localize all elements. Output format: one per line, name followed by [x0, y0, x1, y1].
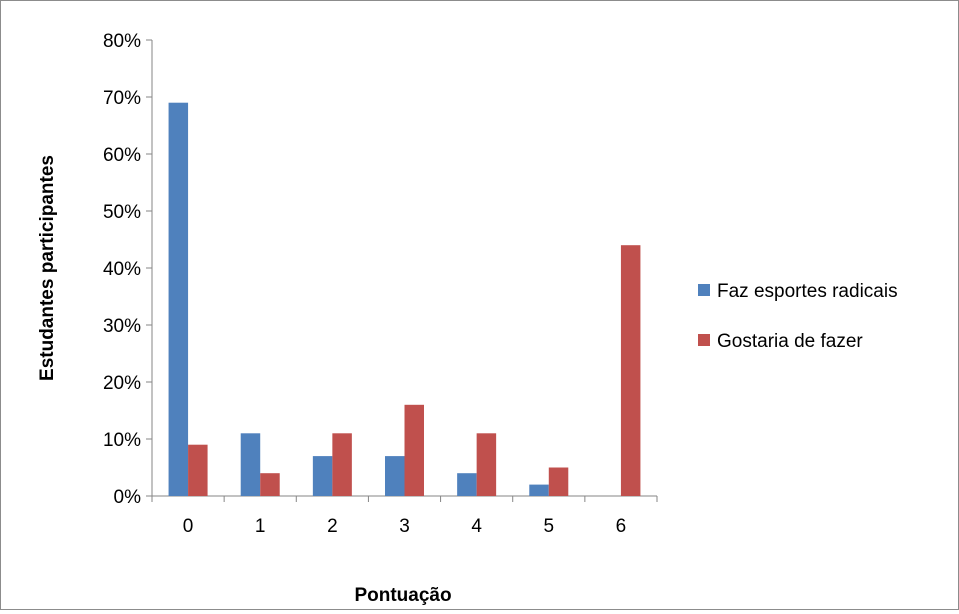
x-tick-label: 3	[399, 516, 410, 537]
x-axis: 0 1 2 3 4 5 6	[151, 495, 658, 537]
bar-series-1	[240, 433, 261, 496]
x-axis-label: Pontuação	[354, 585, 451, 606]
bar-series-1	[457, 473, 477, 496]
y-tick-label: 0%	[114, 487, 142, 508]
bar-series-2	[620, 245, 641, 496]
legend-label: Faz esportes radicais	[717, 281, 898, 302]
y-tick-label: 40%	[103, 259, 141, 280]
bar-series-1	[168, 102, 189, 496]
y-axis-label: Estudantes participantes	[37, 155, 58, 381]
legend-swatch	[698, 284, 710, 296]
y-tick-label: 10%	[103, 430, 141, 451]
legend-label: Gostaria de fazer	[717, 331, 863, 352]
y-axis: 0% 10% 20% 30% 40% 50% 60% 70% 80%	[103, 31, 153, 508]
y-tick-label: 20%	[103, 373, 141, 394]
bar-series-1	[385, 456, 405, 496]
x-tick-label: 4	[471, 516, 482, 537]
bar-series-2	[188, 444, 208, 496]
bar-series-1	[529, 484, 549, 496]
y-tick-label: 60%	[103, 145, 141, 166]
x-tick-label: 5	[543, 516, 554, 537]
y-tick-label: 30%	[103, 316, 141, 337]
x-tick-label: 2	[327, 516, 338, 537]
x-tick-label: 6	[616, 516, 627, 537]
bar-series-2	[404, 404, 424, 496]
bar-series-2	[476, 433, 497, 496]
legend-swatch	[698, 334, 710, 346]
bars	[168, 102, 641, 496]
x-tick-label: 0	[183, 516, 194, 537]
legend: Faz esportes radicais Gostaria de fazer	[698, 281, 898, 352]
bar-series-2	[548, 467, 569, 496]
x-tick-label: 1	[255, 516, 266, 537]
bar-series-2	[260, 473, 280, 496]
y-tick-label: 50%	[103, 202, 141, 223]
bar-series-2	[332, 433, 352, 496]
y-tick-label: 70%	[103, 88, 141, 109]
y-tick-label: 80%	[103, 31, 141, 52]
bar-series-1	[312, 456, 333, 496]
